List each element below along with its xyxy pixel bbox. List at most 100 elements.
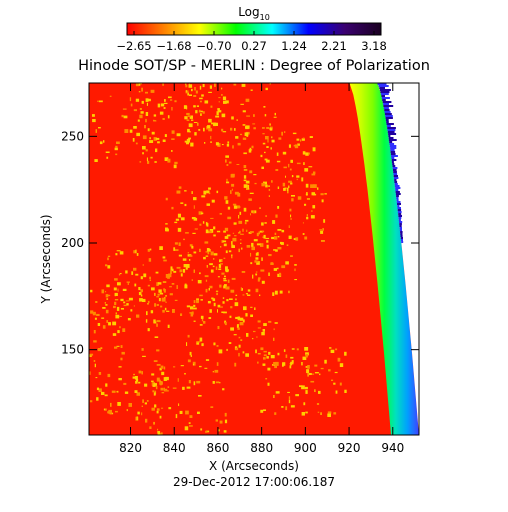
- speckle: [199, 337, 203, 342]
- speckle: [135, 98, 140, 102]
- speckle: [262, 329, 265, 332]
- speckle: [194, 87, 196, 91]
- speckle: [239, 230, 241, 233]
- edge-pixel: [391, 161, 394, 163]
- speckle: [165, 301, 167, 303]
- speckle: [205, 430, 210, 433]
- speckle: [95, 377, 98, 379]
- speckle: [160, 103, 165, 107]
- polarization-speckles: [66, 83, 347, 435]
- speckle: [163, 259, 167, 262]
- speckle: [269, 83, 271, 85]
- speckle: [187, 334, 190, 338]
- speckle: [237, 324, 239, 328]
- speckle: [127, 318, 131, 321]
- edge-pixel: [400, 233, 403, 235]
- speckle: [164, 102, 168, 104]
- speckle: [150, 156, 153, 159]
- speckle: [231, 241, 233, 245]
- speckle: [130, 309, 133, 312]
- speckle: [116, 345, 120, 347]
- speckle: [294, 264, 297, 266]
- speckle: [185, 90, 189, 94]
- speckle: [66, 315, 68, 317]
- speckle: [240, 242, 242, 244]
- speckle: [253, 330, 256, 333]
- speckle: [287, 391, 290, 393]
- speckle: [264, 151, 266, 154]
- speckle: [84, 354, 88, 356]
- speckle: [283, 349, 286, 352]
- speckle: [231, 244, 234, 247]
- speckle: [177, 213, 181, 218]
- speckle: [308, 166, 313, 168]
- speckle: [155, 148, 158, 153]
- speckle: [257, 278, 260, 282]
- edge-pixel: [391, 159, 397, 161]
- speckle: [150, 89, 155, 93]
- speckle: [161, 371, 165, 376]
- speckle: [299, 385, 303, 387]
- speckle: [209, 85, 212, 89]
- speckle: [219, 420, 223, 424]
- speckle: [255, 273, 258, 276]
- speckle: [333, 412, 337, 415]
- speckle: [213, 122, 215, 126]
- speckle: [81, 407, 83, 411]
- speckle: [124, 129, 129, 133]
- colorbar-tick-label: 0.27: [241, 39, 267, 53]
- speckle: [206, 265, 208, 268]
- speckle: [236, 119, 238, 121]
- speckle: [204, 100, 209, 104]
- speckle: [317, 411, 320, 413]
- speckle: [261, 280, 265, 284]
- speckle: [288, 144, 291, 148]
- speckle: [231, 255, 233, 259]
- y-axis-label: Y (Arcseconds): [39, 214, 53, 304]
- speckle: [189, 131, 191, 133]
- speckle: [261, 182, 265, 187]
- speckle: [115, 410, 118, 413]
- speckle: [93, 330, 96, 334]
- speckle: [94, 317, 97, 320]
- speckle: [255, 349, 257, 354]
- speckle: [202, 221, 205, 224]
- speckle: [214, 83, 216, 87]
- edge-pixel: [385, 117, 393, 119]
- speckle: [255, 288, 259, 293]
- speckle: [210, 141, 212, 143]
- edge-pixel: [390, 153, 396, 155]
- speckle: [244, 221, 247, 225]
- speckle: [213, 122, 218, 126]
- speckle: [144, 402, 147, 405]
- speckle: [255, 257, 259, 260]
- speckle: [309, 373, 312, 375]
- speckle: [317, 187, 319, 190]
- speckle: [305, 354, 308, 358]
- speckle: [306, 214, 308, 217]
- speckle: [311, 373, 315, 375]
- edge-pixel: [398, 213, 402, 215]
- speckle: [262, 127, 265, 129]
- speckle: [135, 380, 138, 384]
- speckle: [151, 287, 155, 291]
- colorbar-label: Log10: [238, 5, 270, 22]
- edge-pixel: [379, 89, 391, 91]
- speckle: [185, 264, 190, 268]
- speckle: [106, 298, 109, 300]
- speckle: [285, 261, 289, 265]
- speckle: [216, 362, 219, 366]
- speckle: [142, 146, 146, 150]
- speckle: [144, 383, 148, 387]
- edge-pixel: [395, 189, 399, 191]
- edge-pixel: [400, 237, 403, 239]
- speckle: [282, 151, 287, 155]
- speckle: [119, 251, 124, 255]
- limb-band: [349, 83, 419, 435]
- speckle: [310, 184, 314, 188]
- speckle: [146, 400, 149, 402]
- speckle: [133, 373, 135, 376]
- speckle: [138, 83, 141, 86]
- speckle: [263, 323, 267, 326]
